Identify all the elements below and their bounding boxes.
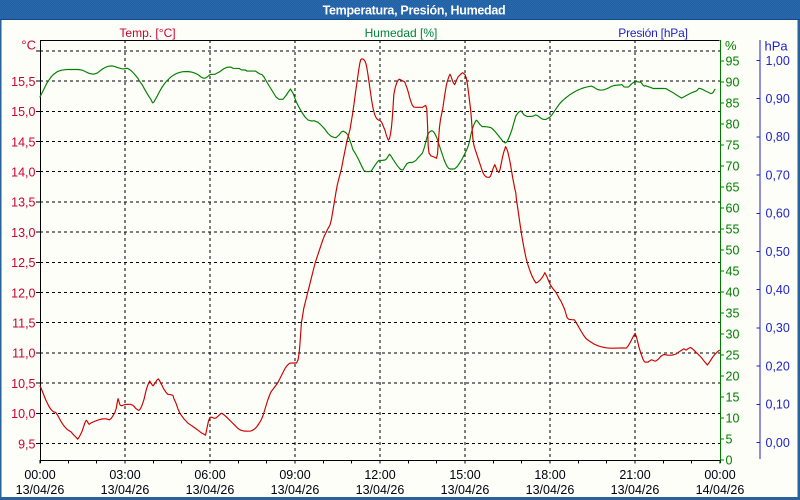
svg-text:0,90: 0,90 [766,92,790,106]
svg-text:95: 95 [726,54,740,68]
svg-text:15:00: 15:00 [449,468,480,482]
svg-text:00:00: 00:00 [704,468,735,482]
svg-text:0,00: 0,00 [766,436,790,450]
svg-text:10,5: 10,5 [11,377,35,391]
svg-text:15: 15 [726,390,740,404]
svg-text:Temperatura, Presión, Humedad: Temperatura, Presión, Humedad [323,4,506,18]
svg-text:Presión [hPa]: Presión [hPa] [618,26,687,40]
svg-text:90: 90 [726,75,740,89]
svg-text:45: 45 [726,264,740,278]
svg-text:21:00: 21:00 [619,468,650,482]
svg-text:35: 35 [726,306,740,320]
svg-text:15,0: 15,0 [11,105,35,119]
svg-text:25: 25 [726,348,740,362]
svg-text:70: 70 [726,159,740,173]
svg-text:13/04/26: 13/04/26 [441,483,490,497]
svg-text:13,5: 13,5 [11,196,35,210]
svg-text:18:00: 18:00 [534,468,565,482]
svg-text:0,70: 0,70 [766,168,790,182]
svg-text:14,0: 14,0 [11,166,35,180]
svg-text:15,5: 15,5 [11,75,35,89]
svg-text:13/04/26: 13/04/26 [101,483,150,497]
svg-text:12:00: 12:00 [364,468,395,482]
svg-text:5: 5 [726,432,733,446]
svg-text:0,50: 0,50 [766,245,790,259]
svg-text:0,40: 0,40 [766,283,790,297]
svg-text:06:00: 06:00 [194,468,225,482]
svg-text:13,0: 13,0 [11,226,35,240]
svg-text:13/04/26: 13/04/26 [356,483,405,497]
svg-text:12,0: 12,0 [11,286,35,300]
svg-text:0: 0 [726,453,733,467]
svg-text:14/04/26: 14/04/26 [696,483,745,497]
svg-text:14,5: 14,5 [11,135,35,149]
svg-text:75: 75 [726,138,740,152]
svg-text:40: 40 [726,285,740,299]
svg-text:30: 30 [726,327,740,341]
svg-text:60: 60 [726,201,740,215]
svg-text:50: 50 [726,243,740,257]
svg-text:12,5: 12,5 [11,256,35,270]
svg-text:13/04/26: 13/04/26 [526,483,575,497]
svg-text:20: 20 [726,369,740,383]
svg-text:11,5: 11,5 [12,317,35,331]
svg-text:0,80: 0,80 [766,130,790,144]
svg-text:0,10: 0,10 [766,398,790,412]
svg-text:0,60: 0,60 [766,207,790,221]
svg-text:%: % [725,38,737,53]
svg-text:55: 55 [726,222,740,236]
svg-text:10: 10 [726,411,740,425]
svg-text:0,20: 0,20 [766,359,790,373]
svg-text:85: 85 [726,96,740,110]
svg-text:10,0: 10,0 [11,407,35,421]
svg-text:hPa: hPa [765,39,789,54]
svg-text:11,0: 11,0 [12,347,35,361]
svg-text:13/04/26: 13/04/26 [611,483,660,497]
svg-text:09:00: 09:00 [279,468,310,482]
svg-text:1,00: 1,00 [766,54,790,68]
svg-text:03:00: 03:00 [109,468,140,482]
svg-text:Temp. [°C]: Temp. [°C] [119,26,175,40]
svg-text:65: 65 [726,180,740,194]
svg-text:°C: °C [21,38,36,53]
svg-text:13/04/26: 13/04/26 [271,483,320,497]
svg-text:00:00: 00:00 [24,468,55,482]
svg-text:13/04/26: 13/04/26 [186,483,235,497]
svg-text:0,30: 0,30 [766,321,790,335]
svg-text:80: 80 [726,117,740,131]
svg-text:13/04/26: 13/04/26 [16,483,65,497]
svg-text:Humedad [%]: Humedad [%] [365,26,438,40]
svg-text:9,5: 9,5 [18,437,35,451]
